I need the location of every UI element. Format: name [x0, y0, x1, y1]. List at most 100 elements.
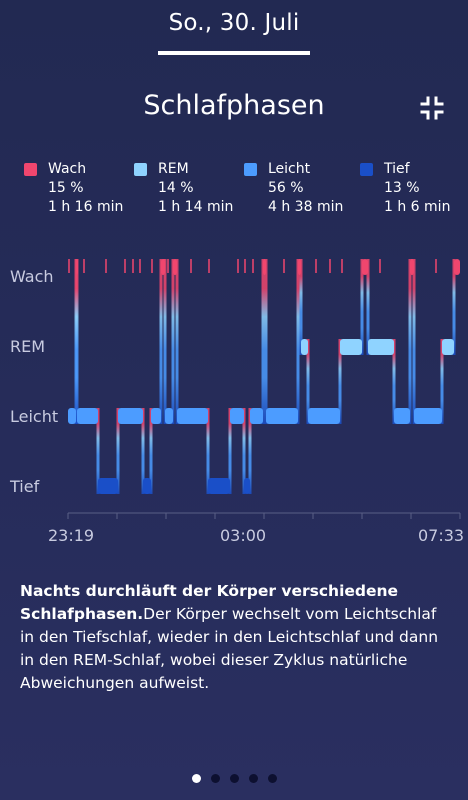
stage-label-leicht: Leicht	[10, 407, 58, 426]
pagination-dot[interactable]	[248, 774, 258, 783]
stage-segment-wach	[362, 259, 368, 275]
stage-transition	[392, 339, 396, 424]
awake-tick	[329, 259, 331, 273]
stage-transition	[440, 339, 444, 424]
awake-tick	[315, 259, 317, 273]
stage-transition	[299, 259, 303, 355]
description-bold: Nachts durchläuft der Körper verschieden…	[20, 582, 399, 623]
x-tick-label-start: 23:19	[48, 526, 94, 545]
stage-transition	[452, 259, 456, 355]
active-tab-underline	[158, 51, 310, 55]
stage-transition	[149, 408, 153, 494]
sleep-stage-chart: Wach REM Leicht Tief 23:19 03:00 07:33	[0, 245, 468, 555]
stage-transition	[116, 408, 120, 494]
stage-segment-leicht	[266, 408, 298, 424]
description: Nachts durchläuft der Körper verschieden…	[20, 580, 452, 695]
legend-percent: 13 %	[384, 180, 420, 196]
stage-segment-wach	[173, 259, 177, 275]
stage-segment-leicht	[308, 408, 340, 424]
stage-transition	[228, 408, 232, 494]
x-tick-label-end: 07:33	[418, 526, 464, 545]
stage-segment-rem	[301, 339, 308, 355]
awake-tick	[283, 259, 285, 273]
pagination-dot[interactable]	[267, 774, 277, 783]
legend-swatch-wach	[24, 163, 37, 176]
stage-segment-tief	[98, 478, 118, 494]
awake-tick	[190, 259, 192, 273]
stage-transition	[408, 259, 412, 424]
stage-transition	[296, 259, 300, 424]
legend-label: Leicht	[268, 161, 311, 177]
stage-transition	[264, 259, 268, 424]
awake-tick	[83, 259, 85, 273]
awake-tick	[68, 259, 70, 273]
legend-percent: 56 %	[268, 180, 304, 196]
awake-tick	[252, 259, 254, 273]
stage-segment-rem	[442, 339, 454, 355]
stage-segment-leicht	[394, 408, 410, 424]
date-tab[interactable]: So., 30. Juli	[0, 10, 468, 36]
awake-tick	[132, 259, 134, 273]
awake-tick	[435, 259, 437, 273]
stage-transition	[206, 408, 210, 494]
x-tick-label-mid: 03:00	[220, 526, 266, 545]
legend-duration: 1 h 14 min	[158, 199, 234, 215]
stage-segment-tief	[244, 478, 250, 494]
stage-transition	[261, 259, 265, 424]
legend-duration: 1 h 6 min	[384, 199, 451, 215]
stage-transition	[366, 259, 370, 355]
legend-label: Tief	[384, 161, 410, 177]
awake-tick	[105, 259, 107, 273]
stage-segment-leicht	[230, 408, 244, 424]
legend-duration: 4 h 38 min	[268, 199, 344, 215]
description-text: Der Körper wechselt vom Leichtschlaf in …	[20, 605, 439, 692]
awake-tick	[244, 259, 246, 273]
page-title: Schlafphasen	[143, 90, 325, 121]
legend-swatch-leicht	[244, 163, 257, 176]
stage-segment-wach	[76, 259, 78, 275]
pagination-dots	[0, 768, 468, 787]
stage-transition	[163, 259, 167, 424]
awake-tick	[237, 259, 239, 273]
awake-tick	[341, 259, 343, 273]
stage-label-wach: Wach	[10, 267, 54, 286]
legend-percent: 15 %	[48, 180, 84, 196]
stage-transition	[412, 259, 416, 424]
pagination-dot[interactable]	[229, 774, 239, 783]
stage-label-rem: REM	[10, 337, 45, 356]
stage-segment-tief	[208, 478, 230, 494]
stage-segment-rem	[340, 339, 362, 355]
stage-transition	[360, 259, 364, 355]
stage-transition	[306, 339, 310, 424]
legend-swatch-tief	[360, 163, 373, 176]
stage-segment-leicht	[68, 408, 76, 424]
awake-tick	[139, 259, 141, 273]
awake-tick	[411, 259, 413, 273]
legend-swatch-rem	[134, 163, 147, 176]
stage-segment-leicht	[414, 408, 442, 424]
legend-label: Wach	[48, 161, 87, 177]
stage-transition	[96, 408, 100, 494]
collapse-icon[interactable]	[419, 95, 445, 121]
stage-transition	[141, 408, 145, 494]
stage-segment-leicht	[177, 408, 208, 424]
stage-segment-leicht	[165, 408, 173, 424]
stage-segment-leicht	[151, 408, 161, 424]
pagination-dot[interactable]	[210, 774, 220, 783]
legend-percent: 14 %	[158, 180, 194, 196]
awake-tick	[151, 259, 153, 273]
legend-label: REM	[158, 161, 189, 177]
pagination-dot[interactable]	[191, 774, 201, 783]
legend-duration: 1 h 16 min	[48, 199, 124, 215]
stage-transition	[159, 259, 163, 424]
stage-legend: Wach 15 % 1 h 16 min REM 14 % 1 h 14 min…	[0, 160, 468, 220]
stage-transition	[75, 259, 79, 424]
stage-segment-leicht	[118, 408, 143, 424]
awake-tick	[163, 259, 165, 273]
awake-tick	[208, 259, 210, 273]
stage-segment-leicht	[77, 408, 98, 424]
stage-transition	[175, 259, 179, 424]
stage-segment-wach	[263, 259, 266, 275]
awake-tick	[379, 259, 381, 273]
awake-tick	[167, 259, 169, 273]
